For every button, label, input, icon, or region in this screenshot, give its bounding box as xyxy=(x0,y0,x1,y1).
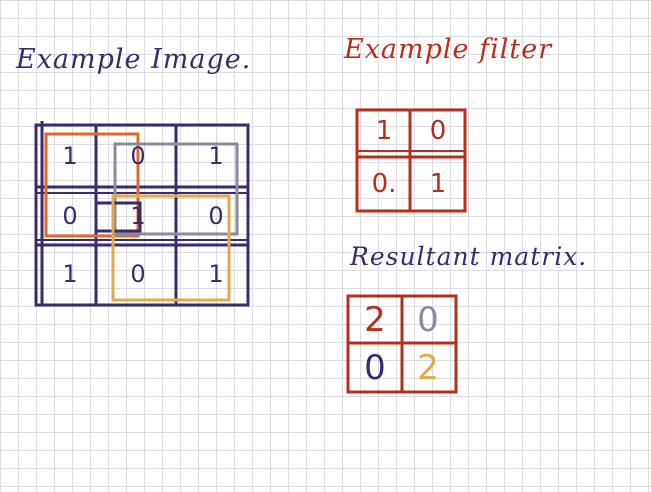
image-cell-0-1: 0 xyxy=(130,142,145,170)
result-cell-0-0: 2 xyxy=(364,300,386,340)
image-cell-2-1: 0 xyxy=(130,260,145,288)
filter-cell-0-1: 0 xyxy=(430,116,447,146)
example-image-title: Example Image. xyxy=(16,44,252,75)
filter-cell-1-0: 0. xyxy=(372,169,397,199)
filter-window-bottom-left xyxy=(94,201,142,233)
resultant-matrix-grid xyxy=(346,294,458,394)
filter-window-top-right xyxy=(113,142,239,236)
image-cell-0-2: 1 xyxy=(208,142,223,170)
image-cell-2-2: 1 xyxy=(208,260,223,288)
example-image-grid xyxy=(34,121,250,307)
image-cell-2-0: 1 xyxy=(62,260,77,288)
example-filter-grid xyxy=(355,108,467,213)
result-cell-1-0: 0 xyxy=(364,348,386,388)
result-cell-1-1: 2 xyxy=(417,348,439,388)
filter-window-top-left xyxy=(44,132,140,238)
image-outer-border xyxy=(34,123,250,307)
image-cell-1-1: 1 xyxy=(130,202,145,230)
image-cell-1-2: 0 xyxy=(208,202,223,230)
filter-cell-0-0: 1 xyxy=(376,116,393,146)
example-filter-title: Example filter xyxy=(344,34,553,65)
result-cell-0-1: 0 xyxy=(417,300,439,340)
filter-cell-1-1: 1 xyxy=(430,169,447,199)
resultant-matrix-title: Resultant matrix. xyxy=(350,242,588,271)
filter-window-bottom-right xyxy=(111,194,231,302)
image-cell-0-0: 1 xyxy=(62,142,77,170)
image-cell-1-0: 0 xyxy=(62,202,77,230)
